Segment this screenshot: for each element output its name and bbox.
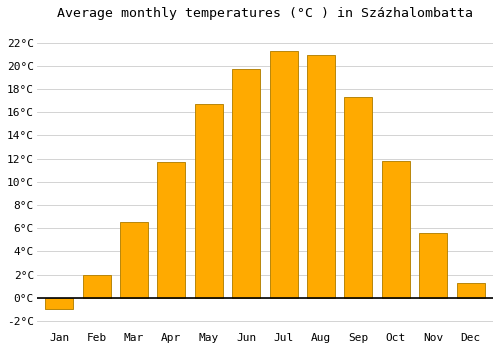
Bar: [45, 298, 73, 309]
Bar: [120, 223, 148, 298]
Bar: [456, 283, 484, 298]
Bar: [307, 55, 335, 298]
Bar: [195, 104, 223, 298]
Bar: [158, 162, 186, 298]
Bar: [82, 275, 110, 298]
Title: Average monthly temperatures (°C ) in Százhalombatta: Average monthly temperatures (°C ) in Sz…: [57, 7, 473, 20]
Bar: [232, 69, 260, 298]
Bar: [382, 161, 410, 298]
Bar: [270, 51, 297, 298]
Bar: [344, 97, 372, 298]
Bar: [419, 233, 447, 298]
